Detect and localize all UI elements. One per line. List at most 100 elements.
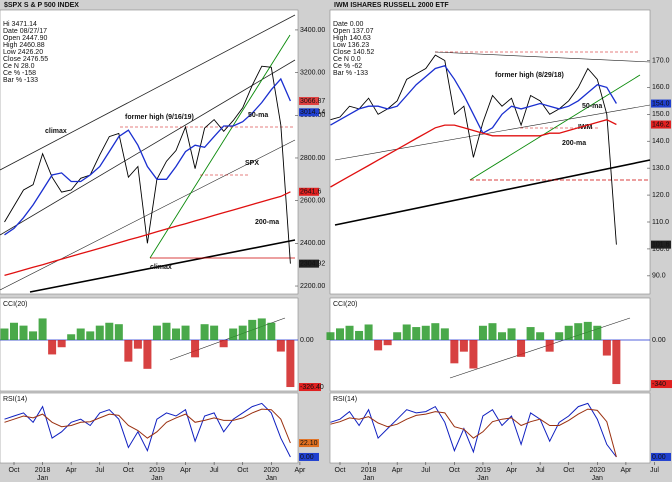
cci-bar [191, 340, 200, 358]
cci-bar [421, 325, 430, 341]
rsi-pane [0, 392, 299, 464]
y-tick-label: 170.0 [652, 57, 670, 64]
trend-line [0, 59, 296, 236]
cci-bar [355, 330, 364, 341]
cci-bar [345, 325, 354, 341]
price-box [299, 108, 319, 117]
cci-bar [143, 340, 152, 369]
y-tick-label: 140.0 [652, 138, 670, 145]
x-tick-label: Jul [95, 467, 104, 474]
cci-bar [545, 340, 554, 352]
info-line: High 2460.88 [3, 42, 45, 49]
x-tick-label: Oct [449, 467, 460, 474]
series-label: 50-ma [582, 103, 602, 110]
annotation: climax [45, 128, 67, 135]
y-tick-label: 3400.00 [300, 27, 325, 34]
cci-bar [336, 328, 344, 341]
price-line [330, 119, 617, 188]
info-line: Bar % -133 [3, 77, 38, 84]
price-box [299, 259, 319, 268]
price-pane [329, 9, 651, 295]
y-tick-label: 90.0 [652, 273, 666, 280]
x-tick-label: 2020 [264, 467, 280, 474]
x-tick-sublabel: Jan [477, 475, 488, 482]
x-tick-label: 2019 [475, 467, 491, 474]
cci-bar [488, 323, 497, 341]
x-tick-sublabel: Jan [363, 475, 374, 482]
cci-bar [76, 328, 85, 341]
cci-bar [526, 327, 535, 341]
x-tick-label: Apr [392, 467, 404, 474]
cci-bar [459, 340, 468, 352]
x-tick-label: Oct [237, 467, 248, 474]
cci-bar [286, 340, 295, 388]
x-tick-label: Jul [536, 467, 545, 474]
price-box [651, 99, 671, 108]
price-box [299, 97, 319, 106]
rsi-pane [329, 392, 651, 464]
info-line: Close 2476.55 [3, 56, 48, 63]
info-line: Date 0.00 [333, 21, 363, 28]
info-line: Ce N 28.0 [3, 63, 35, 70]
rsi-label: RSI(14) [333, 396, 357, 403]
cci-bar [374, 340, 383, 351]
series-label: IWM [578, 124, 593, 131]
cci-bar [402, 324, 411, 341]
price-pane [0, 9, 299, 295]
info-line: Hi 3471.14 [3, 21, 37, 28]
cci-bar [0, 328, 9, 341]
series-label: 200-ma [255, 219, 279, 226]
x-tick-sublabel: Jan [151, 475, 162, 482]
chart-title: $SPX S & P 500 INDEX [4, 2, 79, 9]
cci-bar [602, 340, 611, 356]
y-tick-label: 100.0 [652, 246, 670, 253]
trend-line [434, 51, 651, 63]
price-line [330, 54, 617, 245]
trend-line [469, 74, 641, 181]
price-box [651, 240, 671, 249]
rsi-box [651, 452, 671, 461]
cci-bar [431, 323, 440, 341]
price-box-label: 2641.6 [300, 189, 322, 196]
annotation: former high (9/16/19) [125, 114, 194, 121]
rsi-box [299, 439, 319, 448]
cci-bar [48, 340, 57, 355]
cci-bar [593, 325, 602, 341]
cci-bar [507, 328, 516, 341]
cci-bar [210, 325, 219, 341]
cci-label: CCI(20) [3, 301, 28, 308]
rsi-label: RSI(14) [3, 396, 27, 403]
cci-bar [248, 319, 257, 341]
rsi-line [4, 408, 291, 444]
y-tick-label: 120.0 [652, 192, 670, 199]
rsi-box-label: 22.10 [300, 440, 318, 447]
cci-bar [383, 340, 392, 346]
cci-bar [469, 340, 478, 369]
y-tick-label: 110.0 [652, 219, 669, 226]
trend-lines [0, 14, 651, 379]
x-tick-label: 2020 [590, 467, 606, 474]
price-box-label: 101.6 [652, 241, 670, 248]
cci-bar [133, 340, 142, 349]
cci-bar [95, 325, 104, 341]
cci-bar [564, 325, 573, 341]
cci-bar [29, 331, 38, 341]
cci-box-label: -340 [652, 381, 666, 388]
zero-label: 0.00 [300, 337, 314, 344]
rsi-line [330, 402, 617, 458]
cci-bar [276, 340, 285, 352]
price-box-label: 2304.92 [300, 260, 325, 267]
cci-bar [450, 340, 459, 364]
cci-box [299, 383, 321, 392]
cci-bar [86, 331, 95, 341]
price-box-label: 146.2 [652, 121, 670, 128]
trend-line [29, 239, 296, 293]
cci-bar [114, 324, 123, 341]
x-tick-sublabel: Jan [37, 475, 48, 482]
x-tick-sublabel: Jan [266, 475, 277, 482]
annotation: climax [150, 264, 172, 271]
cci-bar [440, 328, 449, 341]
x-tick-label: Oct [123, 467, 134, 474]
cci-bar [19, 325, 28, 341]
